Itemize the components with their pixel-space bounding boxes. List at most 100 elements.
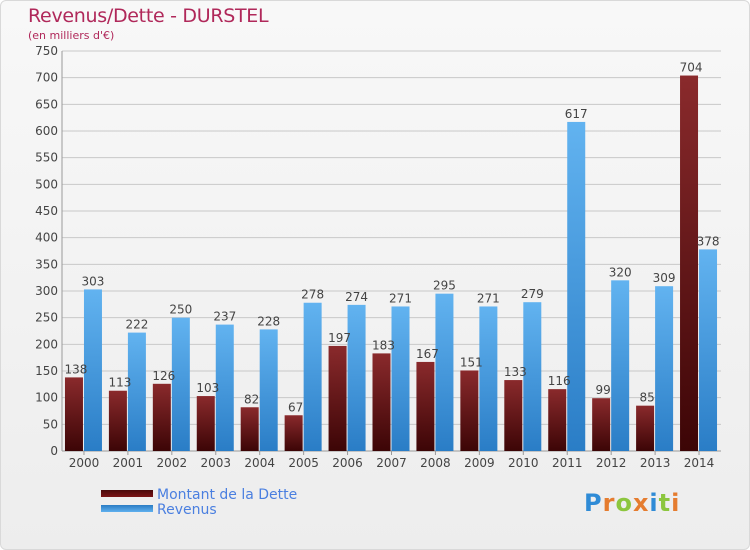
data-label-debt: 133 [504, 365, 527, 379]
bar-revenue [479, 306, 498, 451]
data-label-debt: 167 [416, 347, 439, 361]
x-tick-label: 2013 [640, 456, 671, 470]
logo-letter: x [632, 489, 650, 517]
x-tick-label: 2010 [508, 456, 539, 470]
x-tick-label: 2001 [113, 456, 144, 470]
x-tick-label: 2004 [244, 456, 275, 470]
x-tick-label: 2005 [288, 456, 319, 470]
data-label-debt: 85 [639, 391, 654, 405]
data-label-revenue: 237 [213, 310, 236, 324]
bar-revenue [83, 289, 102, 451]
data-label-revenue: 378 [697, 234, 720, 248]
bar-revenue [655, 286, 674, 451]
bar-debt [372, 353, 391, 451]
logo-letter: i [671, 489, 681, 517]
data-label-revenue: 271 [389, 291, 412, 305]
bar-debt [548, 389, 567, 451]
data-label-debt: 99 [596, 383, 611, 397]
logo-letter: P [584, 489, 603, 517]
x-tick-label: 2003 [200, 456, 231, 470]
bar-debt [284, 415, 303, 451]
data-label-revenue: 320 [609, 265, 632, 279]
data-label-revenue: 271 [477, 291, 500, 305]
y-tick-label: 100 [35, 391, 58, 405]
data-label-debt: 704 [680, 61, 703, 75]
y-tick-label: 700 [35, 71, 58, 85]
bar-debt [504, 380, 523, 451]
data-label-debt: 67 [288, 400, 303, 414]
bar-debt [460, 370, 479, 451]
bar-debt [636, 405, 655, 451]
bar-debt [64, 377, 83, 451]
data-label-debt: 113 [108, 376, 131, 390]
data-label-revenue: 279 [521, 287, 544, 301]
logo-letter: t [658, 489, 672, 517]
bar-debt [416, 361, 435, 451]
data-label-debt: 183 [372, 338, 395, 352]
chart-title: Revenus/Dette - DURSTEL [28, 5, 269, 27]
bar-revenue [523, 302, 542, 451]
bar-debt [196, 396, 215, 451]
chart-subtitle: (en milliers d'€) [28, 29, 115, 42]
x-tick-label: 2012 [596, 456, 627, 470]
x-tick-label: 2011 [552, 456, 583, 470]
data-label-revenue: 295 [433, 279, 456, 293]
logo-letter: i [649, 489, 659, 517]
x-tick-label: 2008 [420, 456, 451, 470]
bar-debt [328, 345, 347, 451]
legend-label-revenue: Revenus [157, 502, 217, 518]
y-tick-label: 600 [35, 124, 58, 138]
y-tick-label: 450 [35, 204, 58, 218]
y-tick-label: 150 [35, 364, 58, 378]
bar-revenue [435, 293, 454, 451]
x-tick-label: 2007 [376, 456, 407, 470]
y-tick-label: 250 [35, 311, 58, 325]
y-tick-label: 500 [35, 177, 58, 191]
data-label-debt: 116 [548, 374, 571, 388]
data-label-revenue: 228 [257, 314, 280, 328]
data-label-debt: 103 [196, 381, 219, 395]
x-tick-label: 2014 [684, 456, 715, 470]
x-tick-label: 2000 [69, 456, 100, 470]
bar-revenue [347, 304, 366, 451]
legend-swatch-debt [101, 490, 153, 497]
logo-letter: r [602, 489, 616, 517]
proxiti-logo: Proxiti [584, 489, 680, 517]
data-label-revenue: 617 [565, 107, 588, 121]
x-tick-label: 2002 [157, 456, 188, 470]
y-tick-label: 200 [35, 337, 58, 351]
bar-revenue [611, 280, 630, 451]
data-label-revenue: 303 [82, 274, 105, 288]
x-tick-label: 2009 [464, 456, 495, 470]
y-tick-label: 400 [35, 231, 58, 245]
data-label-revenue: 278 [301, 288, 324, 302]
data-label-revenue: 222 [125, 318, 148, 332]
bar-debt [240, 407, 259, 451]
bar-revenue [699, 249, 718, 451]
y-tick-label: 50 [43, 417, 58, 431]
y-tick-label: 350 [35, 257, 58, 271]
legend-swatch-revenue [101, 505, 153, 512]
y-tick-label: 750 [35, 44, 58, 58]
data-label-revenue: 274 [345, 290, 368, 304]
data-label-debt: 151 [460, 355, 483, 369]
data-label-debt: 138 [65, 362, 88, 376]
y-tick-label: 550 [35, 151, 58, 165]
x-tick-label: 2006 [332, 456, 363, 470]
y-tick-label: 300 [35, 284, 58, 298]
bar-revenue [391, 306, 410, 451]
bar-debt [152, 383, 171, 451]
bar-debt [680, 75, 699, 452]
bar-debt [108, 390, 127, 451]
bar-revenue [127, 332, 146, 451]
data-label-revenue: 250 [169, 303, 192, 317]
legend-label-debt: Montant de la Dette [157, 487, 298, 503]
y-tick-label: 650 [35, 97, 58, 111]
bar-revenue [215, 324, 234, 451]
data-label-debt: 197 [328, 331, 351, 345]
bar-revenue [171, 317, 190, 451]
data-label-debt: 126 [152, 369, 175, 383]
data-label-debt: 82 [244, 392, 259, 406]
